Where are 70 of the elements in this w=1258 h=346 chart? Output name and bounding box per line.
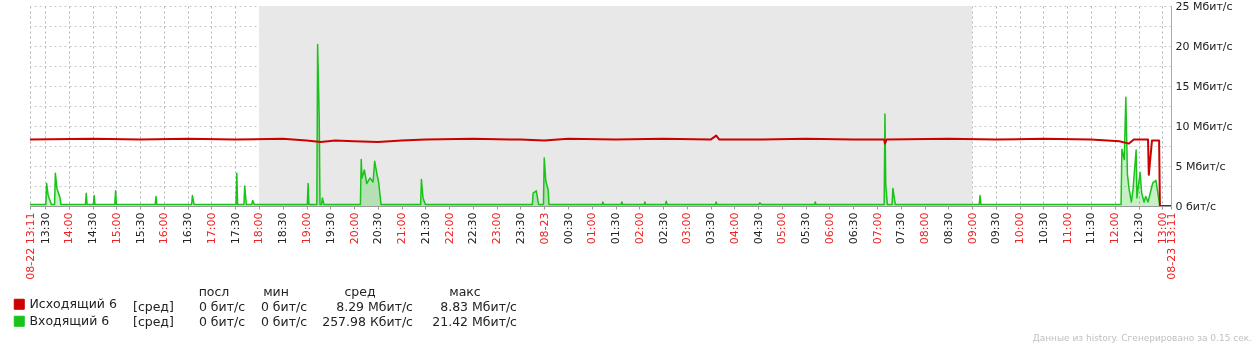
text: 8.29 Мбит/с xyxy=(335,299,413,314)
x-tick-label: 22:00 xyxy=(442,212,456,245)
text: мин xyxy=(262,284,290,299)
text: 0 бит/с xyxy=(197,314,245,329)
x-tick-label: 19:00 xyxy=(300,212,314,245)
x-tick-label: 01:00 xyxy=(585,212,599,245)
y-tick-label: 25 Мбит/с xyxy=(1175,0,1233,13)
y-tick-label: 10 Мбит/с xyxy=(1175,119,1233,133)
x-tick-label: 10:00 xyxy=(1013,212,1027,245)
y-tick-label: 5 Мбит/с xyxy=(1175,159,1226,173)
text: [сред] xyxy=(133,314,175,329)
x-tick-label: 13:30 xyxy=(38,212,52,245)
text: 0 бит/с xyxy=(259,314,307,329)
x-tick-label: 05:00 xyxy=(775,212,789,245)
y-tick-label: 20 Мбит/с xyxy=(1175,39,1233,53)
x-tick-label: 03:30 xyxy=(704,212,718,245)
x-tick-label: 20:00 xyxy=(347,212,361,245)
x-tick-label: 14:00 xyxy=(62,212,76,245)
x-tick-label: 12:00 xyxy=(1108,212,1122,245)
x-tick-label: 02:00 xyxy=(632,212,646,245)
x-tick-label: 16:30 xyxy=(181,212,195,245)
x-tick-label: 11:00 xyxy=(1060,212,1074,245)
x-tick-label: 16:00 xyxy=(157,212,171,245)
x-tick-label: 14:30 xyxy=(86,212,100,245)
x-tick-label: 08:30 xyxy=(941,212,955,245)
x-tick-label: 00:30 xyxy=(561,212,575,245)
x-tick-label: 15:30 xyxy=(133,212,147,245)
x-tick-label: 03:00 xyxy=(680,212,694,245)
x-tick-label: 04:00 xyxy=(727,212,741,245)
x-tick-label: 06:30 xyxy=(846,212,860,245)
text: макс xyxy=(448,284,482,299)
x-tick-label: 08-22 13:11 xyxy=(23,212,37,280)
x-tick-label: 08:00 xyxy=(918,212,932,245)
x-tick-label: 08-23 xyxy=(537,212,551,245)
text: посл xyxy=(197,284,231,299)
x-tick-label: 15:00 xyxy=(109,212,123,245)
x-tick-label: 07:30 xyxy=(894,212,908,245)
x-tick-label: 18:30 xyxy=(276,212,290,245)
legend-label: Исходящий 6 xyxy=(29,296,117,312)
x-tick-label: 09:30 xyxy=(989,212,1003,245)
x-tick-label: 18:00 xyxy=(252,212,266,245)
x-tick-label: 21:30 xyxy=(418,212,432,245)
text: 0 бит/с xyxy=(197,299,245,314)
x-tick-label: 19:30 xyxy=(323,212,337,245)
x-tick-label: 21:00 xyxy=(395,212,409,245)
x-tick-label: 01:30 xyxy=(609,212,623,245)
text: сред xyxy=(343,284,377,299)
x-tick-label: 05:30 xyxy=(799,212,813,245)
x-tick-label: 17:00 xyxy=(204,212,218,245)
x-tick-label: 22:30 xyxy=(466,212,480,245)
x-tick-label: 20:30 xyxy=(371,212,385,245)
x-tick-label: 11:30 xyxy=(1084,212,1098,245)
x-tick-label: 12:30 xyxy=(1132,212,1146,245)
y-tick-label: 0 бит/с xyxy=(1175,199,1217,213)
y-tick-label: 15 Мбит/с xyxy=(1175,79,1233,93)
text: 21.42 Мбит/с xyxy=(431,314,517,329)
text: [сред] xyxy=(133,299,175,314)
text: 0 бит/с xyxy=(259,299,307,314)
x-tick-label: 09:00 xyxy=(965,212,979,245)
x-tick-label: 07:00 xyxy=(870,212,884,245)
legend-label: Входящий 6 xyxy=(29,313,110,329)
text: 257.98 Кбит/с xyxy=(321,314,413,329)
x-tick-label: 06:00 xyxy=(822,212,836,245)
x-tick-label: 02:30 xyxy=(656,212,670,245)
x-tick-label: 23:00 xyxy=(490,212,504,245)
x-tick-label: 04:30 xyxy=(751,212,765,245)
text: 8.83 Мбит/с xyxy=(439,299,517,314)
x-tick-label: 23:30 xyxy=(513,212,527,245)
x-tick-label: 17:30 xyxy=(228,212,242,245)
x-tick-label: 10:30 xyxy=(1036,212,1050,245)
